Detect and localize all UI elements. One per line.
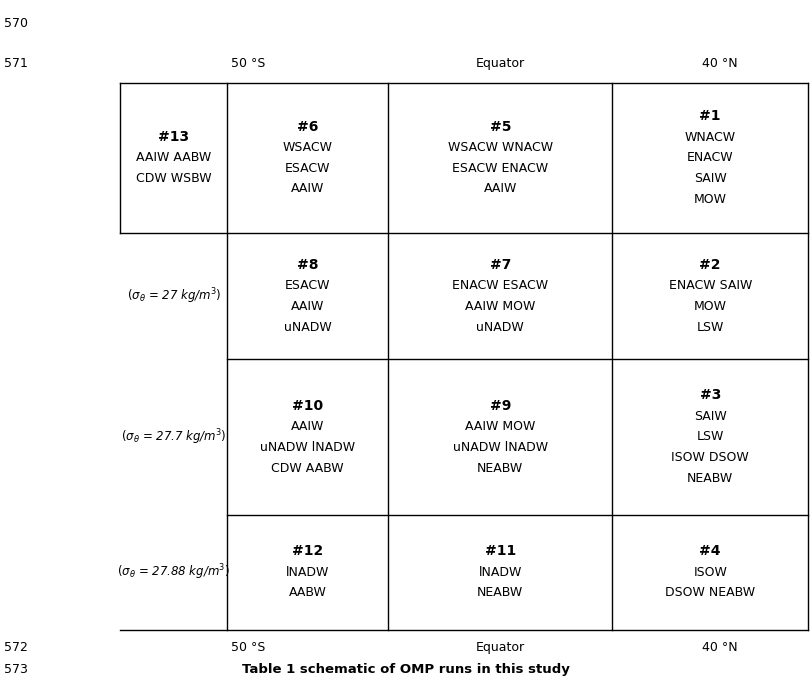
Text: 40 °N: 40 °N — [702, 641, 737, 653]
Text: #4: #4 — [698, 545, 720, 558]
Text: ENACW ESACW: ENACW ESACW — [452, 279, 547, 292]
Text: 40 °N: 40 °N — [702, 57, 737, 70]
Text: AAIW MOW: AAIW MOW — [465, 300, 534, 313]
Text: 50 °S: 50 °S — [231, 57, 265, 70]
Text: #12: #12 — [292, 545, 323, 558]
Text: #10: #10 — [292, 399, 323, 413]
Text: SAIW: SAIW — [693, 172, 726, 185]
Text: $(\sigma_{\theta}$ = 27 kg/m$^3)$: $(\sigma_{\theta}$ = 27 kg/m$^3)$ — [127, 286, 221, 306]
Text: lNADW: lNADW — [285, 565, 329, 579]
Text: $(\sigma_{\theta}$ = 27.88 kg/m$^3)$: $(\sigma_{\theta}$ = 27.88 kg/m$^3)$ — [117, 563, 230, 582]
Text: AAIW: AAIW — [290, 300, 324, 313]
Text: SAIW: SAIW — [693, 410, 726, 423]
Text: 50 °S: 50 °S — [231, 641, 265, 653]
Text: ISOW DSOW: ISOW DSOW — [671, 451, 749, 464]
Text: #8: #8 — [297, 258, 318, 272]
Text: WNACW: WNACW — [684, 131, 735, 143]
Text: uNADW: uNADW — [284, 320, 331, 334]
Text: #9: #9 — [489, 399, 510, 413]
Text: #1: #1 — [698, 109, 720, 123]
Text: uNADW lNADW: uNADW lNADW — [453, 441, 547, 454]
Text: MOW: MOW — [693, 193, 726, 206]
Text: ENACW: ENACW — [686, 152, 732, 164]
Text: NEABW: NEABW — [686, 472, 732, 485]
Text: WSACW WNACW: WSACW WNACW — [447, 141, 552, 154]
Text: LSW: LSW — [696, 430, 723, 444]
Text: ESACW: ESACW — [285, 162, 330, 174]
Text: AAIW: AAIW — [483, 183, 517, 195]
Text: #5: #5 — [489, 120, 510, 134]
Text: AABW: AABW — [289, 586, 326, 599]
Text: #2: #2 — [698, 258, 720, 272]
Text: 572: 572 — [4, 641, 28, 653]
Text: NEABW: NEABW — [477, 586, 523, 599]
Text: #6: #6 — [297, 120, 318, 134]
Text: AAIW AABW: AAIW AABW — [136, 152, 211, 164]
Text: 573: 573 — [4, 664, 28, 676]
Text: 571: 571 — [4, 57, 28, 70]
Text: lNADW: lNADW — [478, 565, 521, 579]
Text: 570: 570 — [4, 17, 28, 30]
Text: Equator: Equator — [475, 57, 524, 70]
Text: $(\sigma_{\theta}$ = 27.7 kg/m$^3)$: $(\sigma_{\theta}$ = 27.7 kg/m$^3)$ — [121, 427, 226, 447]
Text: AAIW: AAIW — [290, 183, 324, 195]
Text: #3: #3 — [698, 388, 720, 403]
Text: #13: #13 — [158, 130, 189, 144]
Text: #7: #7 — [489, 258, 510, 272]
Text: uNADW lNADW: uNADW lNADW — [260, 441, 354, 454]
Text: Equator: Equator — [475, 641, 524, 653]
Text: CDW WSBW: CDW WSBW — [135, 172, 212, 185]
Text: WSACW: WSACW — [282, 141, 333, 154]
Text: AAIW: AAIW — [290, 420, 324, 433]
Text: Table 1 schematic of OMP runs in this study: Table 1 schematic of OMP runs in this st… — [242, 664, 569, 676]
Text: LSW: LSW — [696, 320, 723, 334]
Text: ISOW: ISOW — [693, 565, 726, 579]
Text: CDW AABW: CDW AABW — [271, 462, 344, 475]
Text: #11: #11 — [484, 545, 515, 558]
Text: NEABW: NEABW — [477, 462, 523, 475]
Text: ESACW ENACW: ESACW ENACW — [452, 162, 547, 174]
Text: MOW: MOW — [693, 300, 726, 313]
Text: AAIW MOW: AAIW MOW — [465, 420, 534, 433]
Text: uNADW: uNADW — [476, 320, 523, 334]
Text: ENACW SAIW: ENACW SAIW — [667, 279, 751, 292]
Text: DSOW NEABW: DSOW NEABW — [664, 586, 754, 599]
Text: ESACW: ESACW — [285, 279, 330, 292]
